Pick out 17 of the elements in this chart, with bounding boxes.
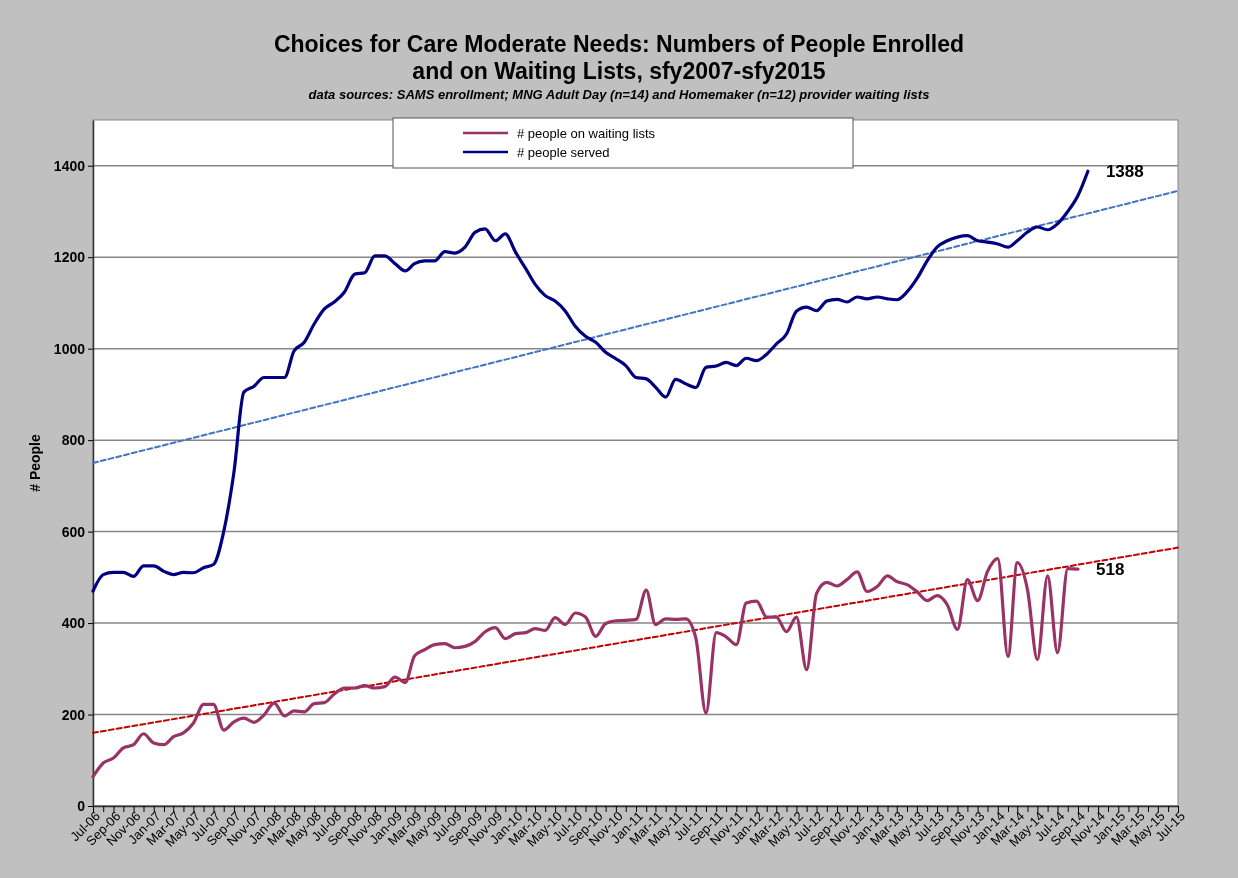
y-tick-label: 1000 xyxy=(53,340,86,357)
line-series xyxy=(91,556,1080,779)
line-series xyxy=(91,169,1090,593)
y-tick-label: 200 xyxy=(61,706,86,723)
y-tick-label: 0 xyxy=(77,797,86,814)
y-tick-label: 800 xyxy=(61,432,86,449)
y-tick-label: 1200 xyxy=(53,249,86,266)
chart-title: Choices for Care Moderate Needs: Numbers of People Enrolled and on Waiting Lists, sfy2007-sfy2015 xyxy=(273,31,965,84)
chart-subtitle: data sources: SAMS enrollment; MNG Adult Day (n=14) and Homemaker (n=12) provider waiting lists xyxy=(308,87,930,102)
annotation: 1388 xyxy=(1105,162,1144,182)
y-axis-title: # People xyxy=(27,434,43,492)
y-tick-label: 600 xyxy=(61,523,86,540)
legend-label: # people on waiting lists xyxy=(517,126,656,141)
legend-label: # people served xyxy=(517,145,610,160)
y-tick-label: 400 xyxy=(61,615,86,632)
annotation: 518 xyxy=(1095,560,1125,580)
y-tick-label: 1400 xyxy=(53,157,86,174)
